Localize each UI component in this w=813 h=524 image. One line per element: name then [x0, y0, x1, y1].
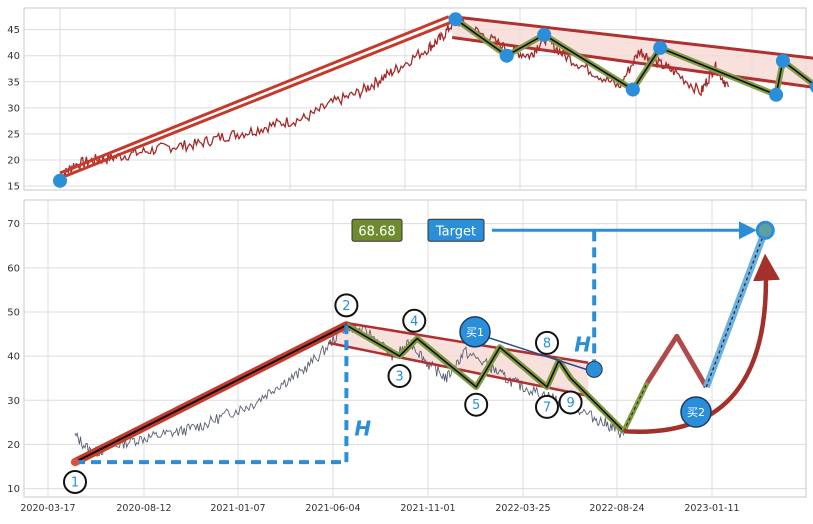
h-label: H: [354, 417, 371, 441]
top-pivot-point: [769, 87, 784, 102]
bottom-price-line: [74, 321, 625, 459]
top-pivot-point: [499, 48, 514, 63]
target-label-text: Target: [435, 224, 476, 239]
top-channel-upper: [451, 15, 813, 60]
top-pivot-point: [537, 27, 552, 42]
top-pivot-point: [653, 40, 668, 55]
wave-marker-1: [63, 469, 87, 494]
wave-marker-label: 8: [543, 336, 551, 351]
top-y-tick-label: 30: [7, 103, 20, 114]
bottom-impulse-black: [74, 324, 347, 463]
top-pivot-point: [53, 173, 67, 188]
buy2-label: 买2: [687, 406, 705, 419]
x-tick-label: 2020-03-17: [20, 503, 75, 514]
projection-red-zigzag: [645, 333, 709, 389]
wave-marker-4: [402, 308, 427, 333]
top-pivot-point: [810, 81, 813, 93]
wave-marker-3: [387, 363, 412, 388]
buy1-label: 买1: [466, 326, 484, 339]
wave-marker-label: 2: [342, 299, 350, 314]
top-panel: 15 20 25 30 35 40 45: [7, 7, 813, 193]
wave-marker-label: 9: [566, 396, 574, 411]
target-value-box: [351, 218, 403, 242]
top-price-line: [59, 16, 730, 184]
bottom-y-tick-label: 10: [7, 484, 20, 495]
x-tick-label: 2022-08-24: [589, 503, 644, 514]
top-y-tick-label: 40: [7, 51, 20, 62]
buy1-badge: [459, 316, 491, 348]
start-point: [71, 458, 79, 467]
top-y-tick-label: 20: [7, 155, 20, 166]
top-channel-lower: [451, 35, 813, 89]
curved-arrow: [623, 253, 780, 434]
buy1-pointer: [488, 337, 587, 371]
top-impulse-line: [59, 20, 453, 180]
wave-marker-label: 4: [410, 314, 418, 329]
top-y-tick-label: 45: [7, 25, 20, 36]
x-tick-label: 2021-11-01: [400, 503, 455, 514]
bottom-y-tick-label: 20: [7, 440, 20, 451]
x-tick-label: 2022-03-25: [495, 503, 550, 514]
wave-marker-8: [535, 330, 559, 355]
target-value-badge: 68.68: [351, 218, 403, 242]
buy1-point: [585, 360, 603, 378]
top-y-tick-label: 15: [7, 182, 20, 193]
top-pivot-point: [448, 12, 463, 27]
target-h-label: H: [574, 333, 591, 357]
wave-marker-5: [464, 392, 489, 417]
x-tick-label: 2021-06-04: [305, 503, 360, 514]
wave-marker-9: [558, 390, 583, 415]
bottom-y-tick-label: 30: [7, 396, 20, 407]
target-label-badge: Target: [427, 218, 485, 242]
bottom-wave-black: [345, 324, 625, 432]
top-pivot-point: [775, 53, 790, 68]
x-tick-label: 2023-01-11: [684, 503, 739, 514]
target-value-text: 68.68: [358, 224, 395, 239]
bottom-y-tick-label: 50: [7, 307, 20, 318]
target-point: [755, 220, 775, 240]
x-tick-label: 2021-01-07: [210, 503, 265, 514]
bottom-channel-fill: [328, 323, 589, 396]
bottom-y-tick-label: 40: [7, 352, 20, 363]
bottom-y-tick-label: 60: [7, 263, 20, 274]
top-y-tick-label: 25: [7, 129, 20, 140]
projection-green-dashed: [623, 382, 648, 432]
top-y-tick-label: 35: [7, 77, 20, 88]
target-label-box: [427, 218, 485, 242]
wave-marker-label: 7: [543, 400, 551, 415]
top-impulse-line: [59, 15, 450, 175]
wave-marker-7: [535, 394, 559, 419]
wave-marker-2: [334, 293, 359, 318]
bottom-panel: 10 20 30 40 50 60 70 2020-03-17 2020-08-12 2021-0…: [7, 199, 807, 514]
wave-marker-label: 1: [71, 475, 79, 490]
x-tick-label: 2020-08-12: [116, 503, 171, 514]
buy2-badge: [680, 396, 712, 428]
bottom-y-tick-label: 70: [7, 219, 20, 230]
wave-marker-label: 3: [395, 369, 403, 384]
wave-marker-label: 5: [472, 398, 480, 413]
top-pivot-point: [625, 82, 640, 97]
